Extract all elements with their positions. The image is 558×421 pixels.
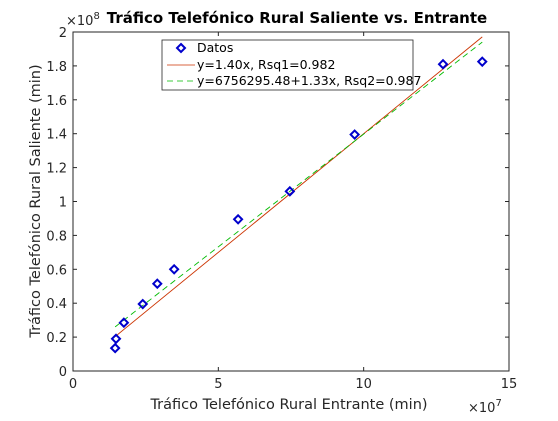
data-point: [284, 185, 296, 197]
data-point: [232, 213, 244, 225]
x-tick-label: 15: [501, 377, 518, 392]
data-point: [109, 342, 121, 354]
fit-line-2: [114, 41, 483, 328]
data-point: [110, 333, 122, 345]
y-axis-label: Tráfico Telefónico Rural Saliente (min): [28, 64, 44, 338]
y-tick-label: 1.4: [46, 128, 67, 143]
data-point: [137, 298, 149, 310]
y-tick-label: 0.6: [46, 263, 67, 278]
legend-label-fit1: y=1.40x, Rsq1=0.982: [197, 57, 335, 72]
y-tick-label: 0: [59, 365, 67, 380]
fit-line-1: [114, 36, 483, 337]
legend-box: [161, 39, 414, 91]
legend-label-datos: Datos: [197, 40, 233, 55]
x-axis-multiplier: ×107: [468, 398, 502, 416]
data-point: [118, 317, 130, 329]
y-tick-label: 1.6: [46, 94, 67, 109]
data-point: [349, 129, 361, 140]
data-point: [151, 278, 163, 290]
series-layer: [109, 36, 488, 354]
data-point: [168, 263, 180, 275]
y-tick-label: 0.8: [46, 229, 67, 244]
chart-title: Tráfico Telefónico Rural Saliente vs. En…: [107, 9, 487, 27]
y-tick-label: 1.8: [46, 60, 67, 75]
axis-ticks: 0 5 10 15 0 0.2 0.4 0.6 0.8 1 1.2 1.4 1.6 1.8 2: [46, 26, 517, 392]
y-axis-multiplier: ×108: [66, 11, 100, 29]
legend-marker-datos: [175, 42, 187, 54]
x-axis-label: Tráfico Telefónico Rural Entrante (min): [149, 397, 427, 413]
data-point: [437, 58, 449, 70]
y-tick-label: 2: [59, 26, 67, 41]
x-tick-label: 5: [214, 377, 222, 392]
legend: Datos y=1.40x, Rsq1=0.982 y=6756295.48+1…: [161, 39, 421, 91]
y-tick-label: 0.2: [46, 331, 67, 346]
data-point: [476, 56, 488, 68]
x-tick-label: 0: [69, 377, 77, 392]
y-tick-label: 1.2: [46, 162, 67, 177]
legend-label-fit2: y=6756295.48+1.33x, Rsq2=0.987: [197, 73, 421, 88]
y-tick-label: 1: [59, 196, 67, 211]
y-tick-label: 0.4: [46, 297, 67, 312]
x-tick-label: 10: [355, 377, 372, 392]
